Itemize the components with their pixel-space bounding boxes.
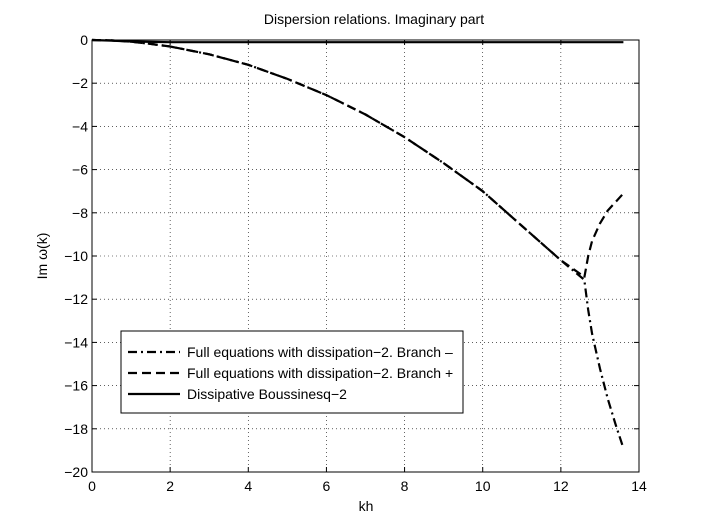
y-tick-label: −14	[64, 334, 88, 350]
x-axis-label: kh	[359, 498, 374, 514]
legend: Full equations with dissipation−2. Branc…	[120, 330, 464, 414]
legend-label-3: Dissipative Boussinesq−2	[187, 386, 347, 402]
chart-title: Dispersion relations. Imaginary part	[264, 11, 484, 27]
y-tick-label: 0	[80, 32, 88, 48]
y-tick-label: −12	[64, 291, 88, 307]
series-line-1	[91, 38, 625, 449]
legend-label-2: Full equations with dissipation−2. Branc…	[187, 365, 453, 381]
series-line-3	[91, 38, 624, 44]
x-tick-label: 2	[166, 478, 174, 494]
x-tick-label: 8	[401, 478, 409, 494]
y-tick-label: −10	[64, 248, 88, 264]
y-axis-label: Im ω(k)	[34, 233, 50, 280]
x-tick-label: 12	[553, 478, 569, 494]
y-tick-label: −8	[72, 205, 88, 221]
y-tick-label: −2	[72, 75, 88, 91]
tick-labels: 0 2 4 6 8 10 12 14 0 −2 −4 −6 −8 −10 −12 −14 −16 −18 −20	[64, 32, 647, 494]
x-tick-label: 0	[88, 478, 96, 494]
x-tick-label: 14	[631, 478, 647, 494]
ticks	[91, 39, 640, 473]
y-tick-label: −20	[64, 464, 88, 480]
series-line-2	[91, 38, 625, 279]
x-tick-label: 6	[323, 478, 331, 494]
y-tick-label: −16	[64, 378, 88, 394]
x-tick-label: 10	[475, 478, 491, 494]
legend-label-1: Full equations with dissipation−2. Branc…	[187, 344, 453, 360]
series-layer	[91, 38, 625, 449]
x-tick-label: 4	[244, 478, 252, 494]
y-tick-label: −4	[72, 118, 88, 134]
y-tick-label: −6	[72, 162, 88, 178]
y-tick-label: −18	[64, 421, 88, 437]
